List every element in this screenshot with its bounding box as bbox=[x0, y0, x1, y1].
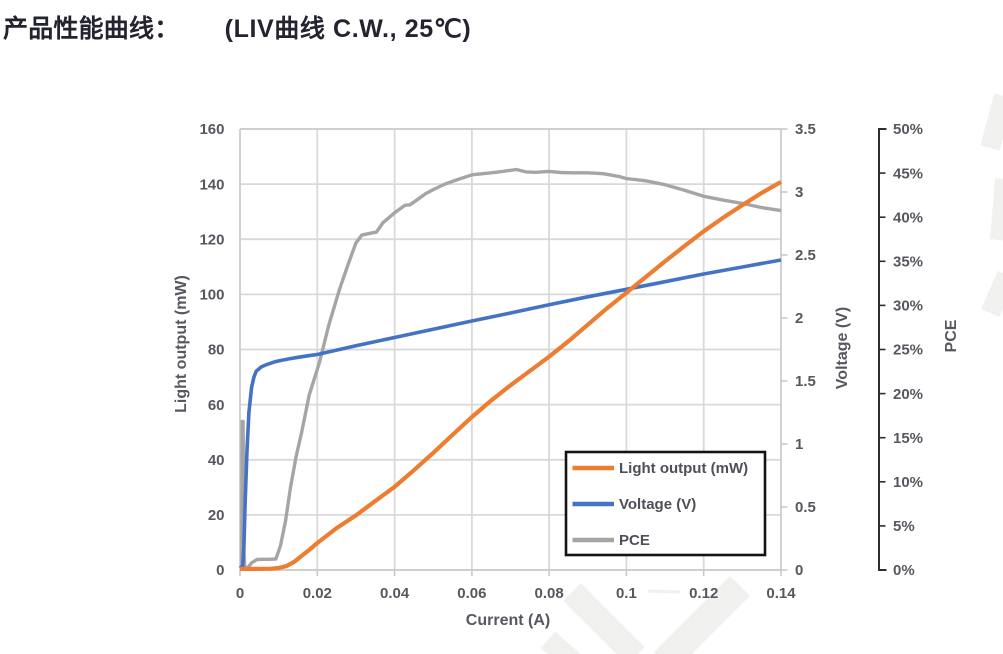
svg-text:3.5: 3.5 bbox=[795, 121, 816, 138]
svg-text:0.04: 0.04 bbox=[380, 585, 410, 602]
svg-text:25%: 25% bbox=[893, 342, 923, 359]
svg-text:10%: 10% bbox=[893, 474, 923, 491]
svg-text:20: 20 bbox=[208, 507, 225, 524]
svg-text:PCE: PCE bbox=[619, 532, 650, 549]
svg-text:0.06: 0.06 bbox=[457, 585, 486, 602]
svg-text:60: 60 bbox=[208, 397, 225, 414]
svg-text:35%: 35% bbox=[893, 254, 923, 271]
svg-text:0: 0 bbox=[795, 562, 803, 579]
svg-text:0: 0 bbox=[236, 585, 244, 602]
svg-text:140: 140 bbox=[199, 176, 224, 193]
svg-text:50%: 50% bbox=[893, 121, 923, 138]
svg-text:120: 120 bbox=[199, 231, 224, 248]
svg-text:Current (A): Current (A) bbox=[466, 612, 550, 629]
svg-text:0.12: 0.12 bbox=[689, 585, 718, 602]
svg-text:0.14: 0.14 bbox=[766, 585, 796, 602]
svg-text:Light output (mW): Light output (mW) bbox=[619, 460, 748, 477]
svg-text:2: 2 bbox=[795, 310, 803, 327]
svg-text:20%: 20% bbox=[893, 386, 923, 403]
svg-text:PCE: PCE bbox=[943, 319, 960, 352]
svg-text:0: 0 bbox=[216, 562, 224, 579]
svg-text:160: 160 bbox=[199, 121, 224, 138]
svg-text:1.5: 1.5 bbox=[795, 373, 816, 390]
svg-text:40%: 40% bbox=[893, 209, 923, 226]
svg-text:0.5: 0.5 bbox=[795, 499, 816, 516]
svg-text:0.02: 0.02 bbox=[303, 585, 332, 602]
svg-text:5%: 5% bbox=[893, 518, 915, 535]
svg-text:0%: 0% bbox=[893, 562, 915, 579]
svg-text:15%: 15% bbox=[893, 430, 923, 447]
svg-text:100: 100 bbox=[199, 287, 224, 304]
svg-text:Light output (mW): Light output (mW) bbox=[173, 275, 190, 413]
svg-text:40: 40 bbox=[208, 452, 225, 469]
svg-text:0.1: 0.1 bbox=[616, 585, 637, 602]
svg-text:3: 3 bbox=[795, 184, 803, 201]
svg-text:2.5: 2.5 bbox=[795, 247, 816, 264]
svg-text:Voltage (V): Voltage (V) bbox=[619, 496, 696, 513]
svg-text:Voltage (V): Voltage (V) bbox=[834, 307, 851, 389]
svg-text:0.08: 0.08 bbox=[534, 585, 563, 602]
svg-text:45%: 45% bbox=[893, 165, 923, 182]
svg-text:30%: 30% bbox=[893, 298, 923, 315]
svg-text:1: 1 bbox=[795, 436, 803, 453]
svg-text:80: 80 bbox=[208, 342, 225, 359]
